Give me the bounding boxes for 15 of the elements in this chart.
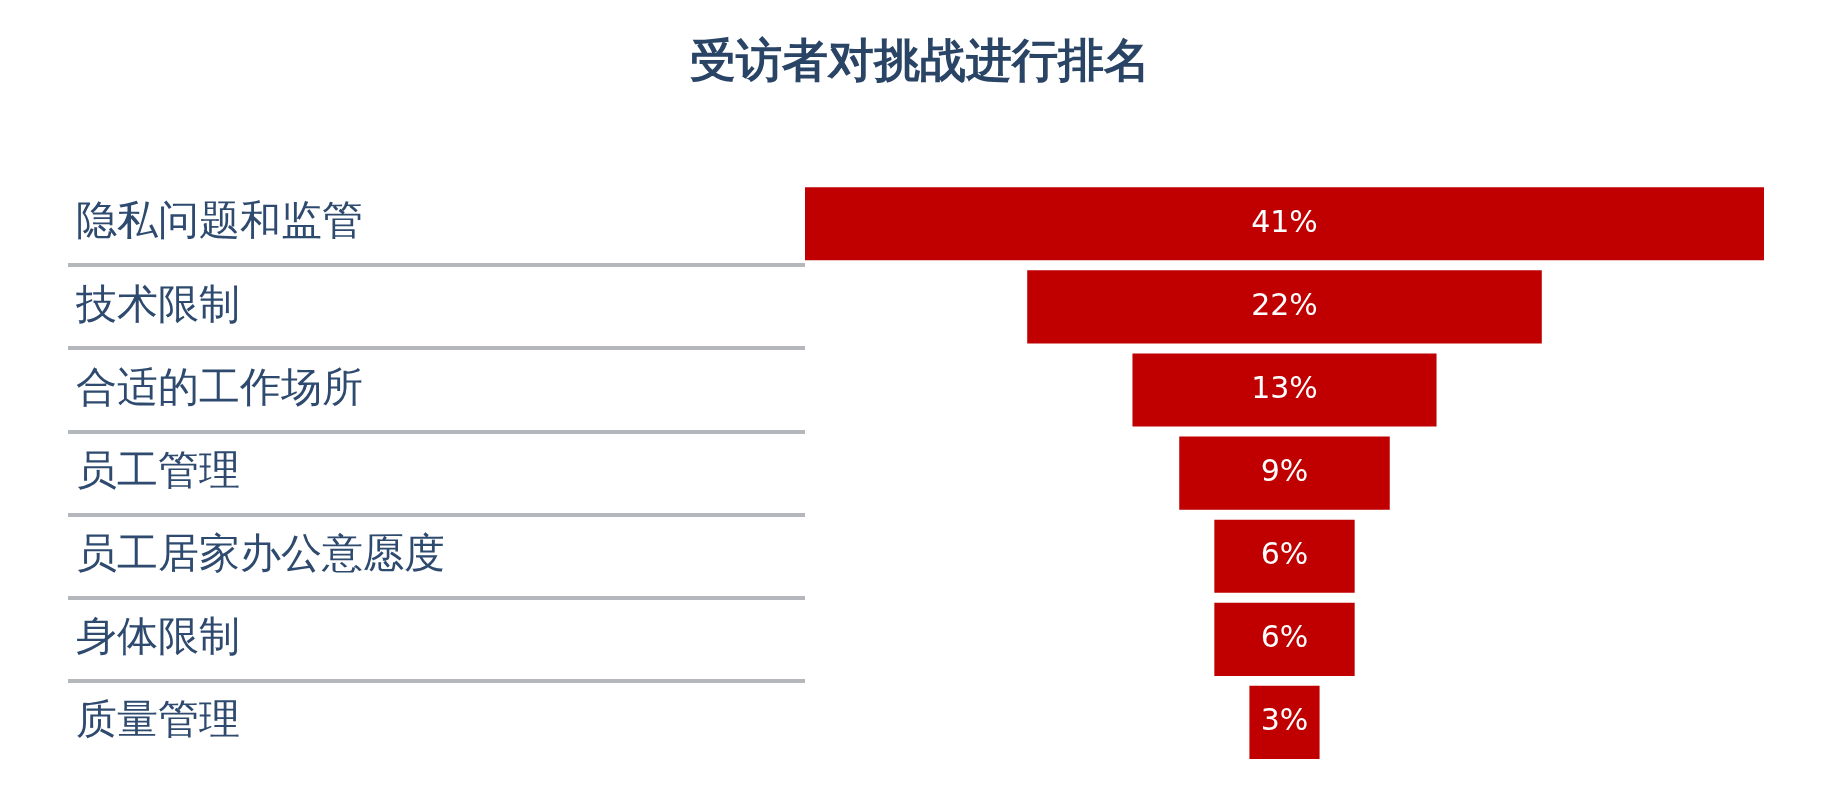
category-label: 合适的工作场所 [76, 362, 363, 411]
data-label: 22% [1251, 286, 1318, 322]
category-label: 技术限制 [75, 279, 240, 328]
category-label: 身体限制 [76, 611, 240, 660]
data-label: 41% [1251, 203, 1318, 239]
data-label: 13% [1251, 369, 1318, 405]
data-label: 6% [1260, 536, 1309, 572]
category-label: 隐私问题和监管 [76, 196, 363, 245]
category-label: 质量管理 [76, 695, 240, 744]
text: 受访者对挑战进行排名 [690, 32, 1150, 87]
data-label: 6% [1260, 619, 1309, 655]
data-label: 3% [1260, 702, 1309, 738]
data-label: 9% [1260, 452, 1309, 488]
category-label: 员工居家办公意愿度 [76, 528, 445, 577]
category-label: 员工管理 [76, 445, 240, 494]
